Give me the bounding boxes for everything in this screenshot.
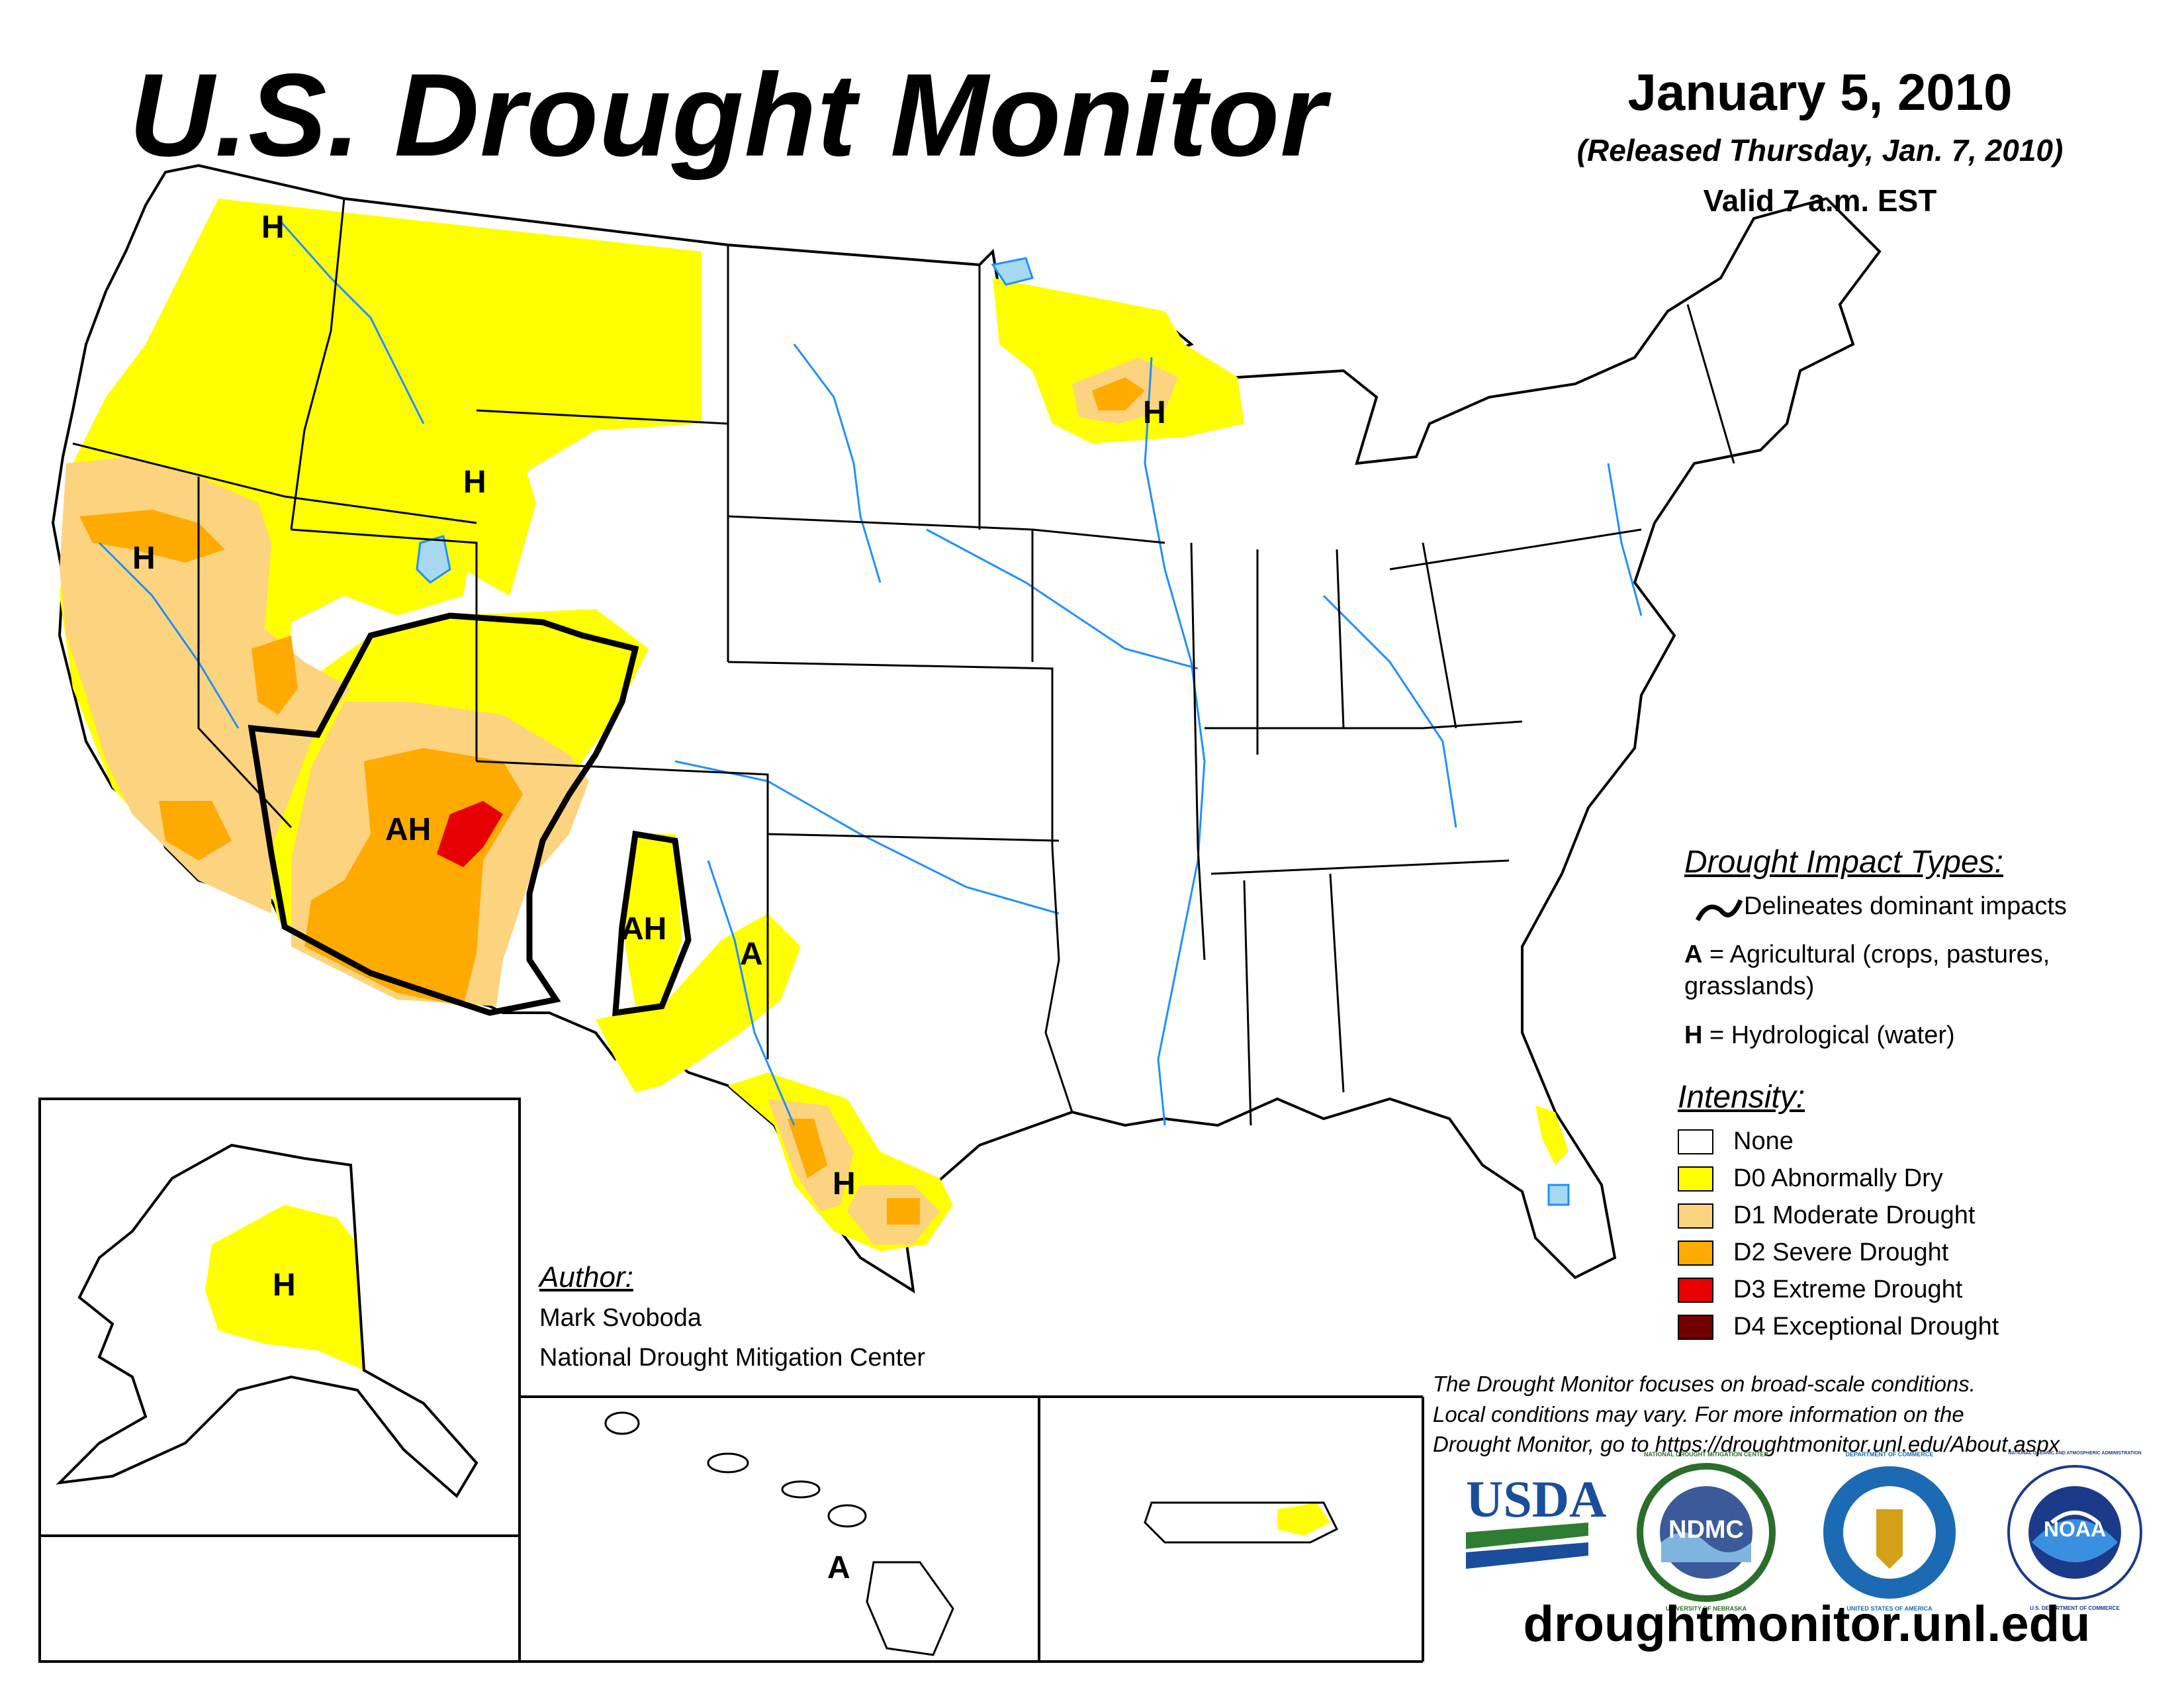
intensity-label: D3 Extreme Drought bbox=[1733, 1276, 1963, 1303]
commerce-ring-bottom: UNITED STATES OF AMERICA bbox=[1846, 1605, 1933, 1612]
intensity-swatch bbox=[1678, 1203, 1713, 1229]
inset-frames bbox=[38, 1098, 1424, 1663]
ndmc-logo bbox=[1637, 1463, 1776, 1602]
puerto-rico-outline bbox=[1144, 1501, 1339, 1544]
ndmc-logo-text: NDMC bbox=[1668, 1516, 1744, 1544]
ndmc-ring-bottom: UNIVERSITY OF NEBRASKA bbox=[1665, 1605, 1747, 1612]
d2-nevada bbox=[79, 510, 225, 563]
d2-ca-south bbox=[159, 801, 232, 861]
state-borders bbox=[72, 198, 1735, 1126]
intensity-item: D3 Extreme Drought bbox=[1678, 1274, 1962, 1306]
d0-idaho-strip bbox=[430, 437, 536, 596]
map-date: January 5, 2010 bbox=[1627, 63, 2013, 121]
usda-logo-text: USDA bbox=[1466, 1470, 1607, 1528]
commerce-ring-top: DEPARTMENT OF COMMERCE bbox=[1845, 1451, 1934, 1458]
intensity-label: D2 Severe Drought bbox=[1733, 1239, 1949, 1266]
intensity-label: D0 Abnormally Dry bbox=[1733, 1164, 1943, 1192]
intensity-label: D1 Moderate Drought bbox=[1733, 1201, 1976, 1229]
impact-boundaries bbox=[248, 612, 692, 1017]
hawaii-islands bbox=[604, 1411, 954, 1656]
usda-logo bbox=[1466, 1523, 1588, 1569]
alaska-outline bbox=[56, 1143, 478, 1499]
d3-arizona bbox=[437, 801, 503, 867]
d0-puerto-rico bbox=[1277, 1503, 1330, 1536]
d0-upper-midwest bbox=[993, 278, 1244, 444]
impact-label-tx-south: H bbox=[833, 1166, 856, 1201]
impact-hydrological-key: H bbox=[1684, 1021, 1703, 1049]
impact-boundary-label: Delineates dominant impacts bbox=[1744, 892, 2067, 920]
intensity-swatch bbox=[1678, 1314, 1713, 1340]
impact-label-wa: H bbox=[261, 210, 285, 245]
impact-label-nv: H bbox=[132, 541, 156, 576]
noaa-logo-text: NOAA bbox=[2043, 1517, 2107, 1541]
intensity-label: D4 Exceptional Drought bbox=[1733, 1313, 1999, 1340]
note-line-3: Drought Monitor, go to https://droughtmo… bbox=[1433, 1432, 2060, 1457]
release-date: (Released Thursday, Jan. 7, 2010) bbox=[1576, 133, 2064, 167]
d1-california-nevada bbox=[60, 457, 351, 914]
noaa-ring-top: NATIONAL OCEANIC AND ATMOSPHERIC ADMINIS… bbox=[2008, 1451, 2142, 1456]
note-line-2: Local conditions may vary. For more info… bbox=[1433, 1401, 1964, 1427]
d0-nm-strip bbox=[622, 834, 682, 1006]
intensity-item: None bbox=[1678, 1125, 1794, 1158]
intensity-legend-heading: Intensity: bbox=[1678, 1080, 1805, 1115]
author-heading: Author: bbox=[539, 1261, 633, 1293]
noaa-ring-bottom: U.S. DEPARTMENT OF COMMERCE bbox=[2030, 1605, 2120, 1611]
rivers bbox=[98, 218, 1643, 1126]
intensity-swatch bbox=[1678, 1277, 1713, 1303]
d0-texas-west bbox=[596, 914, 801, 1092]
impact-label-az: AH bbox=[385, 812, 432, 847]
commerce-logo bbox=[1823, 1466, 1956, 1599]
author-name: Mark Svoboda bbox=[539, 1304, 702, 1332]
impact-label-id: H bbox=[463, 465, 486, 500]
page-title: U.S. Drought Monitor bbox=[129, 49, 1327, 181]
disclaimer-note: The Drought Monitor focuses on broad-sca… bbox=[1433, 1369, 2128, 1460]
drought-areas bbox=[60, 199, 1569, 1642]
impact-hydrological-row: H = Hydrological (water) bbox=[1684, 1019, 1955, 1052]
impact-agricultural-label: = Agricultural (crops, pastures, bbox=[1709, 941, 2050, 968]
intensity-item: D2 Severe Drought bbox=[1678, 1237, 1948, 1269]
impact-legend-heading: Drought Impact Types: bbox=[1684, 845, 2003, 880]
d2-nv-middle bbox=[251, 635, 298, 715]
intensity-swatch bbox=[1678, 1129, 1713, 1154]
impact-hydrological-label: = Hydrological (water) bbox=[1709, 1021, 1955, 1049]
intensity-item: D4 Exceptional Drought bbox=[1678, 1311, 1999, 1343]
valid-time: Valid 7 a.m. EST bbox=[1703, 183, 1937, 218]
impact-label-nm: AH bbox=[621, 912, 667, 947]
impact-label-ak: H bbox=[273, 1268, 296, 1303]
noaa-logo bbox=[2007, 1465, 2142, 1600]
impact-agricultural-label-cont: grasslands) bbox=[1684, 972, 1815, 1000]
impact-label-wi: H bbox=[1143, 395, 1166, 430]
intensity-item: D0 Abnormally Dry bbox=[1678, 1162, 1943, 1195]
d2-tx-south bbox=[788, 1119, 827, 1178]
intensity-label: None bbox=[1733, 1127, 1794, 1155]
ndmc-ring-top: NATIONAL DROUGHT MITIGATION CENTER bbox=[1644, 1451, 1768, 1458]
note-line-1: The Drought Monitor focuses on broad-sca… bbox=[1433, 1372, 1976, 1396]
impact-agricultural-row: A = Agricultural (crops, pastures, bbox=[1684, 939, 2050, 971]
author-org: National Drought Mitigation Center bbox=[539, 1344, 925, 1372]
impact-label-hi: A bbox=[827, 1550, 850, 1585]
d2-tx-coast bbox=[887, 1198, 920, 1225]
intensity-item: D1 Moderate Drought bbox=[1678, 1199, 1975, 1232]
impact-label-tx-west: A bbox=[740, 937, 763, 972]
website-url[interactable]: droughtmonitor.unl.edu bbox=[1523, 1596, 2091, 1652]
d0-alaska bbox=[205, 1205, 364, 1370]
d2-wi bbox=[1092, 377, 1145, 410]
lakes bbox=[416, 257, 1570, 1206]
impact-agricultural-key: A bbox=[1684, 941, 1703, 968]
intensity-swatch bbox=[1678, 1166, 1713, 1192]
intensity-swatch bbox=[1678, 1240, 1713, 1266]
boundary-glyph bbox=[1695, 899, 1743, 921]
d0-florida bbox=[1535, 1105, 1569, 1165]
